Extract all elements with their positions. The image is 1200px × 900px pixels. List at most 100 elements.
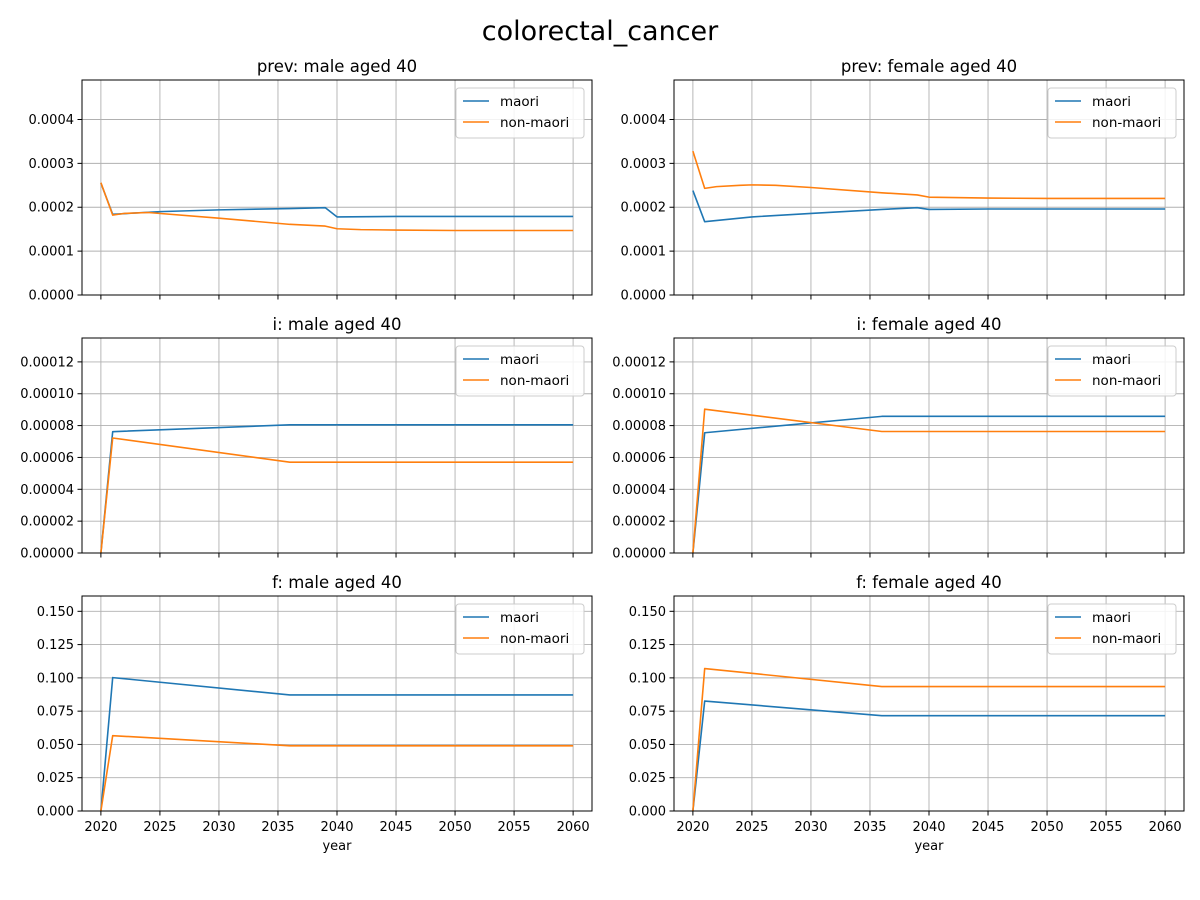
subplot-5: 0.000 0.025 0.050 0.075 0.100 0.125 0.150 2020 2… (37, 573, 593, 854)
x-tick-label: 2035 (261, 820, 294, 835)
axes-frame (673, 337, 1185, 554)
y-tick-label: 0.0000 (29, 289, 75, 304)
series-line-maori (692, 700, 1166, 811)
series-line-non-maori (100, 734, 574, 811)
y-tick-label: 0.125 (629, 638, 666, 653)
series-line-non-maori (692, 150, 1166, 200)
y-tick-label: 0.000 (629, 805, 666, 820)
legend: maori non-maori (1047, 87, 1177, 139)
series-line-maori (692, 190, 1166, 223)
y-tick-label: 0.0003 (621, 157, 667, 172)
x-tick-label: 2050 (439, 820, 472, 835)
y-tick-label: 0.0001 (29, 245, 75, 260)
y-tick-label: 0.050 (37, 738, 74, 753)
y-tick-label: 0.100 (629, 671, 666, 686)
x-tick-label: 2050 (1031, 820, 1064, 835)
y-tick-label: 0.00002 (612, 515, 666, 530)
legend-label: maori (1092, 610, 1131, 626)
x-tick-label: 2060 (1149, 820, 1182, 835)
x-tick-label: 2060 (557, 820, 590, 835)
series-line-non-maori (692, 408, 1166, 553)
y-tick-label: 0.150 (37, 605, 74, 620)
y-tick-label: 0.00000 (20, 547, 74, 562)
y-tick-label: 0.00010 (612, 387, 666, 402)
x-axis-label: year (322, 839, 352, 854)
legend: maori non-maori (455, 345, 585, 397)
subplot-3: 0.00000 0.00002 0.00004 0.00006 0.00008 0.000… (20, 315, 593, 562)
subplot-6: 0.000 0.025 0.050 0.075 0.100 0.125 0.150 2020 2… (629, 573, 1185, 854)
legend-label: non-maori (500, 115, 569, 131)
legend: maori non-maori (1047, 603, 1177, 655)
x-tick-label: 2045 (379, 820, 412, 835)
x-tick-label: 2025 (735, 820, 768, 835)
x-tick-label: 2045 (971, 820, 1004, 835)
subplot-1: 0.0000 0.0001 0.0002 0.0003 0.0004 prev: male… (29, 57, 593, 304)
subplot-title: prev: female aged 40 (841, 57, 1017, 76)
y-tick-label: 0.0000 (621, 289, 667, 304)
subplot-title: f: female aged 40 (856, 573, 1002, 592)
x-tick-label: 2035 (853, 820, 886, 835)
subplot-title: i: female aged 40 (857, 315, 1002, 334)
legend-label: non-maori (500, 631, 569, 647)
legend-label: non-maori (1092, 373, 1161, 389)
series-line-non-maori (100, 182, 574, 232)
y-tick-label: 0.00012 (20, 355, 74, 370)
y-tick-label: 0.100 (37, 671, 74, 686)
legend-label: non-maori (1092, 631, 1161, 647)
y-tick-label: 0.0003 (29, 157, 75, 172)
y-tick-label: 0.00008 (612, 419, 666, 434)
x-tick-label: 2020 (84, 820, 117, 835)
legend-label: non-maori (500, 373, 569, 389)
x-tick-label: 2030 (794, 820, 827, 835)
legend-label: non-maori (1092, 115, 1161, 131)
x-tick-label: 2040 (320, 820, 353, 835)
y-tick-label: 0.00008 (20, 419, 74, 434)
y-tick-label: 0.000 (37, 805, 74, 820)
y-tick-label: 0.0002 (29, 201, 75, 216)
y-tick-label: 0.0002 (621, 201, 667, 216)
y-tick-label: 0.075 (37, 705, 74, 720)
x-tick-label: 2025 (143, 820, 176, 835)
y-tick-label: 0.00012 (612, 355, 666, 370)
x-tick-label: 2055 (498, 820, 531, 835)
y-tick-label: 0.075 (629, 705, 666, 720)
series-line-non-maori (692, 667, 1166, 811)
y-tick-label: 0.00002 (20, 515, 74, 530)
x-tick-label: 2055 (1090, 820, 1123, 835)
y-tick-label: 0.125 (37, 638, 74, 653)
subplot-title: prev: male aged 40 (257, 57, 417, 76)
y-tick-label: 0.050 (629, 738, 666, 753)
legend-label: maori (1092, 352, 1131, 368)
legend: maori non-maori (1047, 345, 1177, 397)
y-tick-label: 0.00006 (612, 451, 666, 466)
axes-frame (81, 337, 593, 554)
figure-title: colorectal_cancer (482, 16, 719, 47)
series-line-maori (100, 676, 574, 811)
axes-frame (673, 79, 1185, 296)
y-tick-label: 0.00004 (20, 483, 74, 498)
y-tick-label: 0.0004 (621, 113, 667, 128)
y-tick-label: 0.0004 (29, 113, 75, 128)
y-tick-label: 0.150 (629, 605, 666, 620)
subplot-title: f: male aged 40 (272, 573, 402, 592)
axes-frame (81, 595, 593, 812)
subplot-4: 0.00000 0.00002 0.00004 0.00006 0.00008 0.000… (612, 315, 1185, 562)
legend: maori non-maori (455, 87, 585, 139)
y-tick-label: 0.0001 (621, 245, 667, 260)
subplot-title: i: male aged 40 (272, 315, 401, 334)
series-line-non-maori (100, 437, 574, 553)
axes-frame (81, 79, 593, 296)
y-tick-label: 0.00004 (612, 483, 666, 498)
x-tick-label: 2020 (676, 820, 709, 835)
subplot-2: 0.0000 0.0001 0.0002 0.0003 0.0004 prev: fema… (621, 57, 1185, 304)
x-axis-label: year (914, 839, 944, 854)
y-tick-label: 0.00006 (20, 451, 74, 466)
legend-label: maori (1092, 94, 1131, 110)
x-tick-label: 2030 (202, 820, 235, 835)
y-tick-label: 0.00010 (20, 387, 74, 402)
legend-label: maori (500, 610, 539, 626)
y-tick-label: 0.025 (37, 771, 74, 786)
legend-label: maori (500, 94, 539, 110)
series-line-maori (692, 415, 1166, 553)
